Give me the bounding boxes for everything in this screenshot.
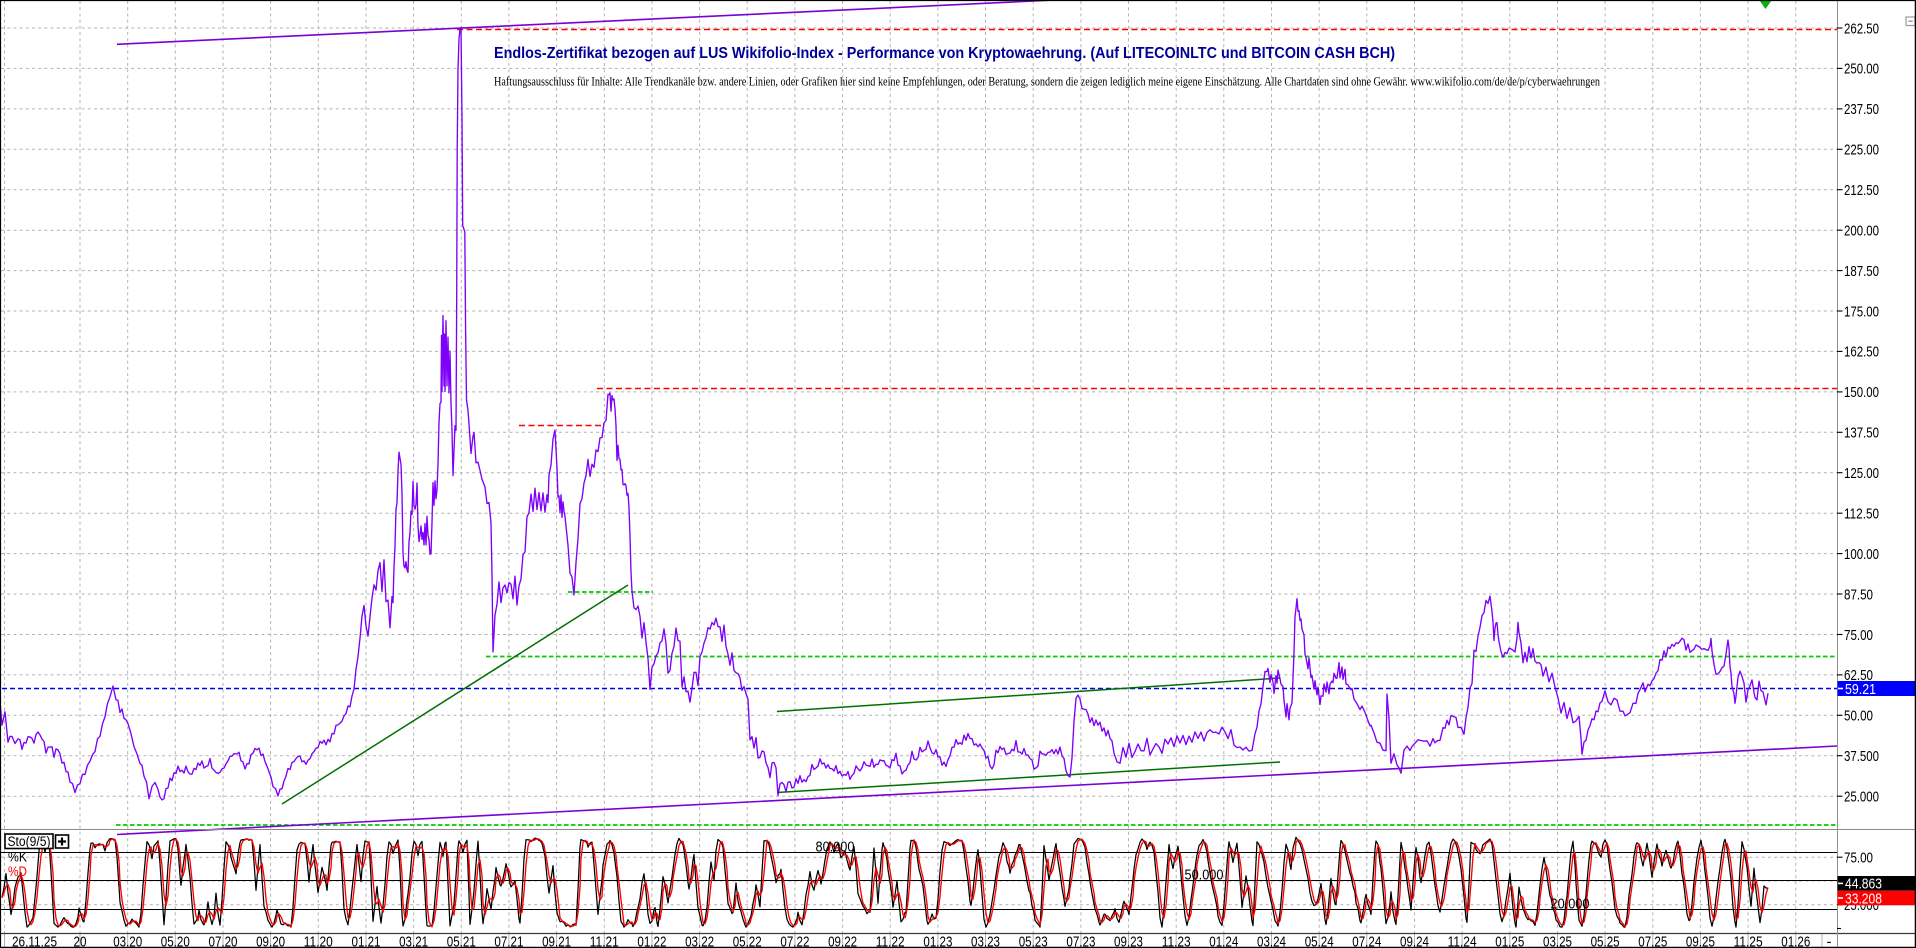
svg-text:03.22: 03.22 xyxy=(685,933,714,948)
svg-text:09.23: 09.23 xyxy=(1114,933,1143,948)
svg-text:03.21: 03.21 xyxy=(399,933,428,948)
svg-text:187.50: 187.50 xyxy=(1844,263,1879,280)
svg-text:Sto(9/5): Sto(9/5) xyxy=(8,834,51,849)
svg-text:03.23: 03.23 xyxy=(971,933,1000,948)
svg-text:11.22: 11.22 xyxy=(876,933,905,948)
svg-text:37.500: 37.500 xyxy=(1844,748,1879,765)
svg-text:01.24: 01.24 xyxy=(1209,933,1238,948)
svg-text:75.00: 75.00 xyxy=(1844,627,1873,644)
svg-text:09.20: 09.20 xyxy=(256,933,285,948)
svg-text:75.00: 75.00 xyxy=(1844,850,1873,867)
svg-text:Endlos-Zertifikat bezogen auf: Endlos-Zertifikat bezogen auf LUS Wikifo… xyxy=(494,45,1395,62)
svg-text:01.23: 01.23 xyxy=(923,933,952,948)
svg-text:59.21: 59.21 xyxy=(1845,681,1876,698)
svg-text:09.25: 09.25 xyxy=(1686,933,1715,948)
svg-text:05.24: 05.24 xyxy=(1305,933,1334,948)
svg-text:237.50: 237.50 xyxy=(1844,101,1879,118)
svg-text:200.00: 200.00 xyxy=(1844,223,1879,240)
svg-text:125.00: 125.00 xyxy=(1844,465,1879,482)
svg-text:01.26: 01.26 xyxy=(1781,933,1810,948)
svg-text:20.000: 20.000 xyxy=(1551,897,1590,913)
svg-text:03.25: 03.25 xyxy=(1543,933,1572,948)
svg-text:11.21: 11.21 xyxy=(590,933,619,948)
svg-text:01.25: 01.25 xyxy=(1495,933,1524,948)
svg-text:05.21: 05.21 xyxy=(447,933,476,948)
svg-text:03.24: 03.24 xyxy=(1257,933,1286,948)
svg-text:212.50: 212.50 xyxy=(1844,182,1879,199)
svg-text:250.00: 250.00 xyxy=(1844,61,1879,78)
svg-text:05.25: 05.25 xyxy=(1591,933,1620,948)
svg-text:05.23: 05.23 xyxy=(1019,933,1048,948)
svg-text:11.24: 11.24 xyxy=(1448,933,1477,948)
svg-text:100.00: 100.00 xyxy=(1844,546,1879,563)
svg-text:162.50: 162.50 xyxy=(1844,344,1879,361)
svg-text:33.208: 33.208 xyxy=(1845,890,1882,907)
svg-text:20: 20 xyxy=(74,933,87,948)
svg-text:07.22: 07.22 xyxy=(780,933,809,948)
svg-text:11.23: 11.23 xyxy=(1162,933,1191,948)
svg-text:26.11.25: 26.11.25 xyxy=(12,933,57,948)
svg-text:05.22: 05.22 xyxy=(733,933,762,948)
svg-text:01.22: 01.22 xyxy=(637,933,666,948)
svg-text:07.20: 07.20 xyxy=(209,933,238,948)
svg-text:07.23: 07.23 xyxy=(1066,933,1095,948)
svg-text:50.00: 50.00 xyxy=(1844,708,1873,725)
svg-text:07.24: 07.24 xyxy=(1352,933,1381,948)
svg-text:50.000: 50.000 xyxy=(1185,868,1224,884)
svg-text:87.50: 87.50 xyxy=(1844,586,1873,603)
svg-text:44.863: 44.863 xyxy=(1845,876,1882,893)
svg-text:09.24: 09.24 xyxy=(1400,933,1429,948)
svg-text:225.00: 225.00 xyxy=(1844,142,1879,159)
svg-text:Haftungsausschluss für Inhalte: Haftungsausschluss für Inhalte: Alle Tre… xyxy=(494,75,1601,89)
svg-text:262.50: 262.50 xyxy=(1844,20,1879,37)
svg-text:05.20: 05.20 xyxy=(161,933,190,948)
svg-text:25.000: 25.000 xyxy=(1844,789,1879,806)
svg-text:11.20: 11.20 xyxy=(304,933,333,948)
svg-text:09.22: 09.22 xyxy=(828,933,857,948)
svg-text:%K: %K xyxy=(8,849,28,865)
svg-text:07.21: 07.21 xyxy=(494,933,523,948)
svg-text:09.21: 09.21 xyxy=(542,933,571,948)
svg-text:07.25: 07.25 xyxy=(1638,933,1667,948)
svg-text:137.50: 137.50 xyxy=(1844,425,1879,442)
svg-text:62.50: 62.50 xyxy=(1844,667,1873,684)
svg-text:175.00: 175.00 xyxy=(1844,303,1879,320)
svg-text:01.21: 01.21 xyxy=(352,933,381,948)
svg-text:%D: %D xyxy=(8,863,27,879)
svg-text:03.20: 03.20 xyxy=(113,933,142,948)
svg-text:112.50: 112.50 xyxy=(1844,506,1879,523)
svg-text:80.000: 80.000 xyxy=(816,840,855,856)
svg-text:-: - xyxy=(1827,933,1832,948)
svg-text:11.25: 11.25 xyxy=(1734,933,1763,948)
svg-text:150.00: 150.00 xyxy=(1844,384,1879,401)
